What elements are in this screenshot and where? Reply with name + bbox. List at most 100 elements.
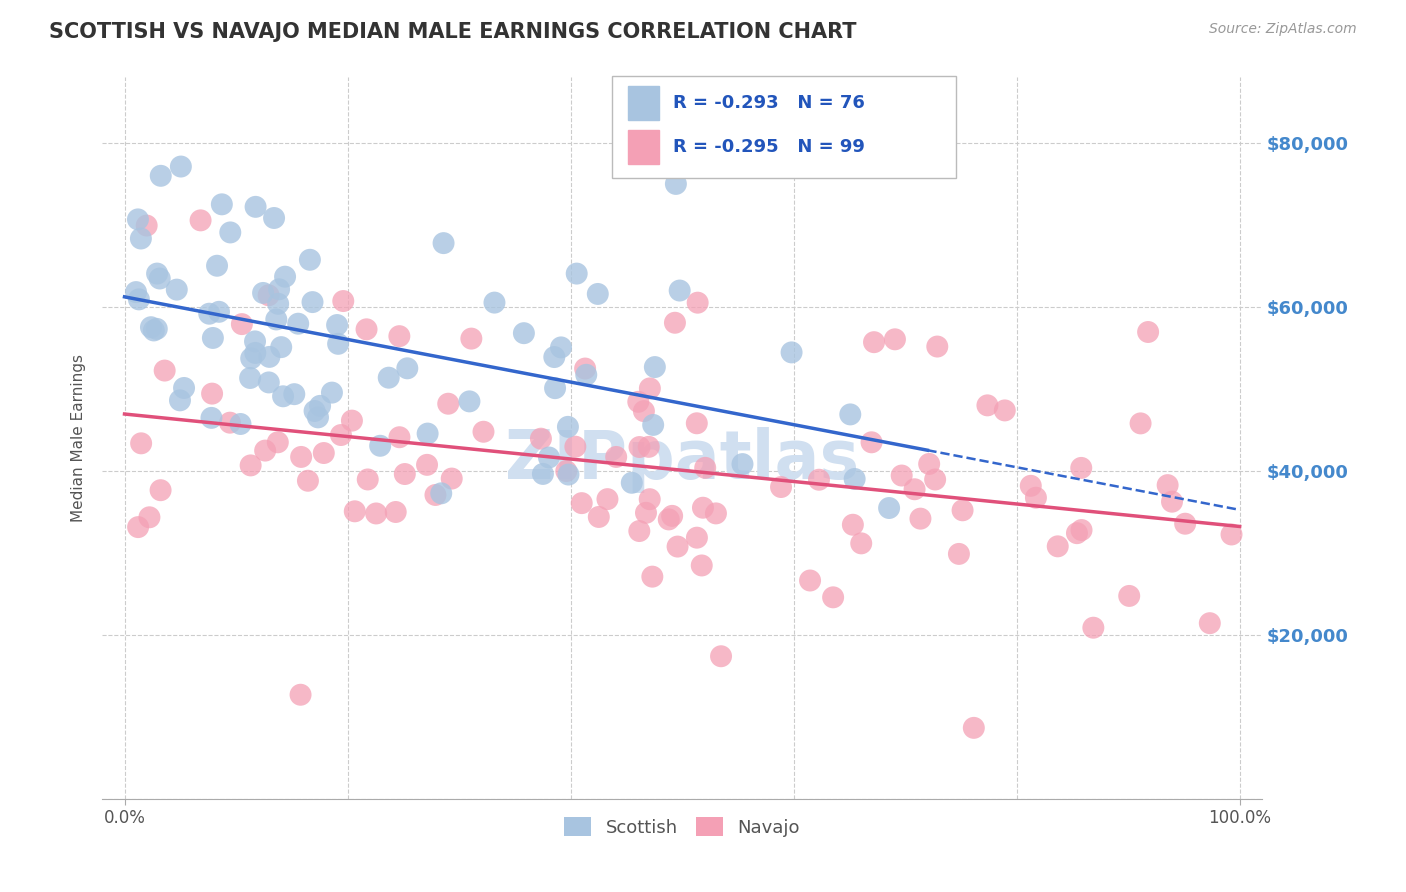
Text: ZIPpatlas: ZIPpatlas [505,426,859,492]
Point [129,436,152,450]
Point [267,435,290,450]
Point [396,361,419,376]
Point [1220,527,1243,541]
Point [664,316,686,330]
Point [259,350,281,364]
Point [690,558,713,573]
Point [550,340,572,354]
Point [129,231,152,245]
Point [321,385,343,400]
Point [695,460,717,475]
Point [1156,478,1178,492]
Point [257,288,280,302]
Point [531,467,554,481]
Point [780,345,803,359]
Point [628,440,651,454]
Point [1025,491,1047,505]
Text: SCOTTISH VS NAVAJO MEDIAN MALE EARNINGS CORRELATION CHART: SCOTTISH VS NAVAJO MEDIAN MALE EARNINGS … [49,22,856,42]
Point [138,510,160,524]
Point [863,335,886,350]
Point [1070,461,1092,475]
Point [290,450,312,464]
Point [692,500,714,515]
Point [170,160,193,174]
Point [588,510,610,524]
Point [301,295,323,310]
Point [1070,523,1092,537]
Point [425,488,447,502]
Point [564,440,586,454]
Point [643,417,665,432]
Point [231,317,253,331]
Point [290,688,312,702]
Point [620,475,643,490]
Point [326,318,349,332]
Point [366,507,388,521]
Point [190,213,212,227]
Point [356,322,378,336]
Point [274,269,297,284]
Point [910,511,932,525]
Point [149,169,172,183]
Point [924,473,946,487]
Text: R = -0.293   N = 76: R = -0.293 N = 76 [673,94,865,112]
Point [555,464,578,478]
Point [1137,325,1160,339]
Point [952,503,974,517]
Point [146,267,169,281]
Point [297,474,319,488]
Point [416,426,439,441]
Point [254,443,277,458]
Point [1019,479,1042,493]
Point [575,368,598,382]
Point [332,293,354,308]
Point [437,397,460,411]
Point [605,450,627,464]
Point [1174,516,1197,531]
Point [807,473,830,487]
Point [298,252,321,267]
Point [637,440,659,454]
Point [484,295,506,310]
Point [287,317,309,331]
Point [173,381,195,395]
Point [877,501,900,516]
Point [430,486,453,500]
Point [661,508,683,523]
Point [394,467,416,481]
Point [169,393,191,408]
Point [458,394,481,409]
Point [1198,616,1220,631]
Point [903,482,925,496]
Point [309,399,332,413]
Point [530,432,553,446]
Point [1066,526,1088,541]
Point [1046,539,1069,553]
Point [200,410,222,425]
Point [668,284,690,298]
Point [270,340,292,354]
Point [271,389,294,403]
Point [544,381,567,395]
Point [666,540,689,554]
Point [1118,589,1140,603]
Point [146,322,169,336]
Point [368,439,391,453]
Point [574,361,596,376]
Point [799,574,821,588]
Point [211,197,233,211]
Point [460,332,482,346]
Point [839,408,862,422]
Point [658,512,681,526]
Point [686,417,709,431]
Point [927,340,949,354]
Point [357,473,380,487]
Point [304,404,326,418]
Point [128,293,150,307]
Point [283,387,305,401]
Point [948,547,970,561]
Point [963,721,986,735]
Point [823,591,845,605]
Point [557,467,579,482]
Point [731,457,754,471]
